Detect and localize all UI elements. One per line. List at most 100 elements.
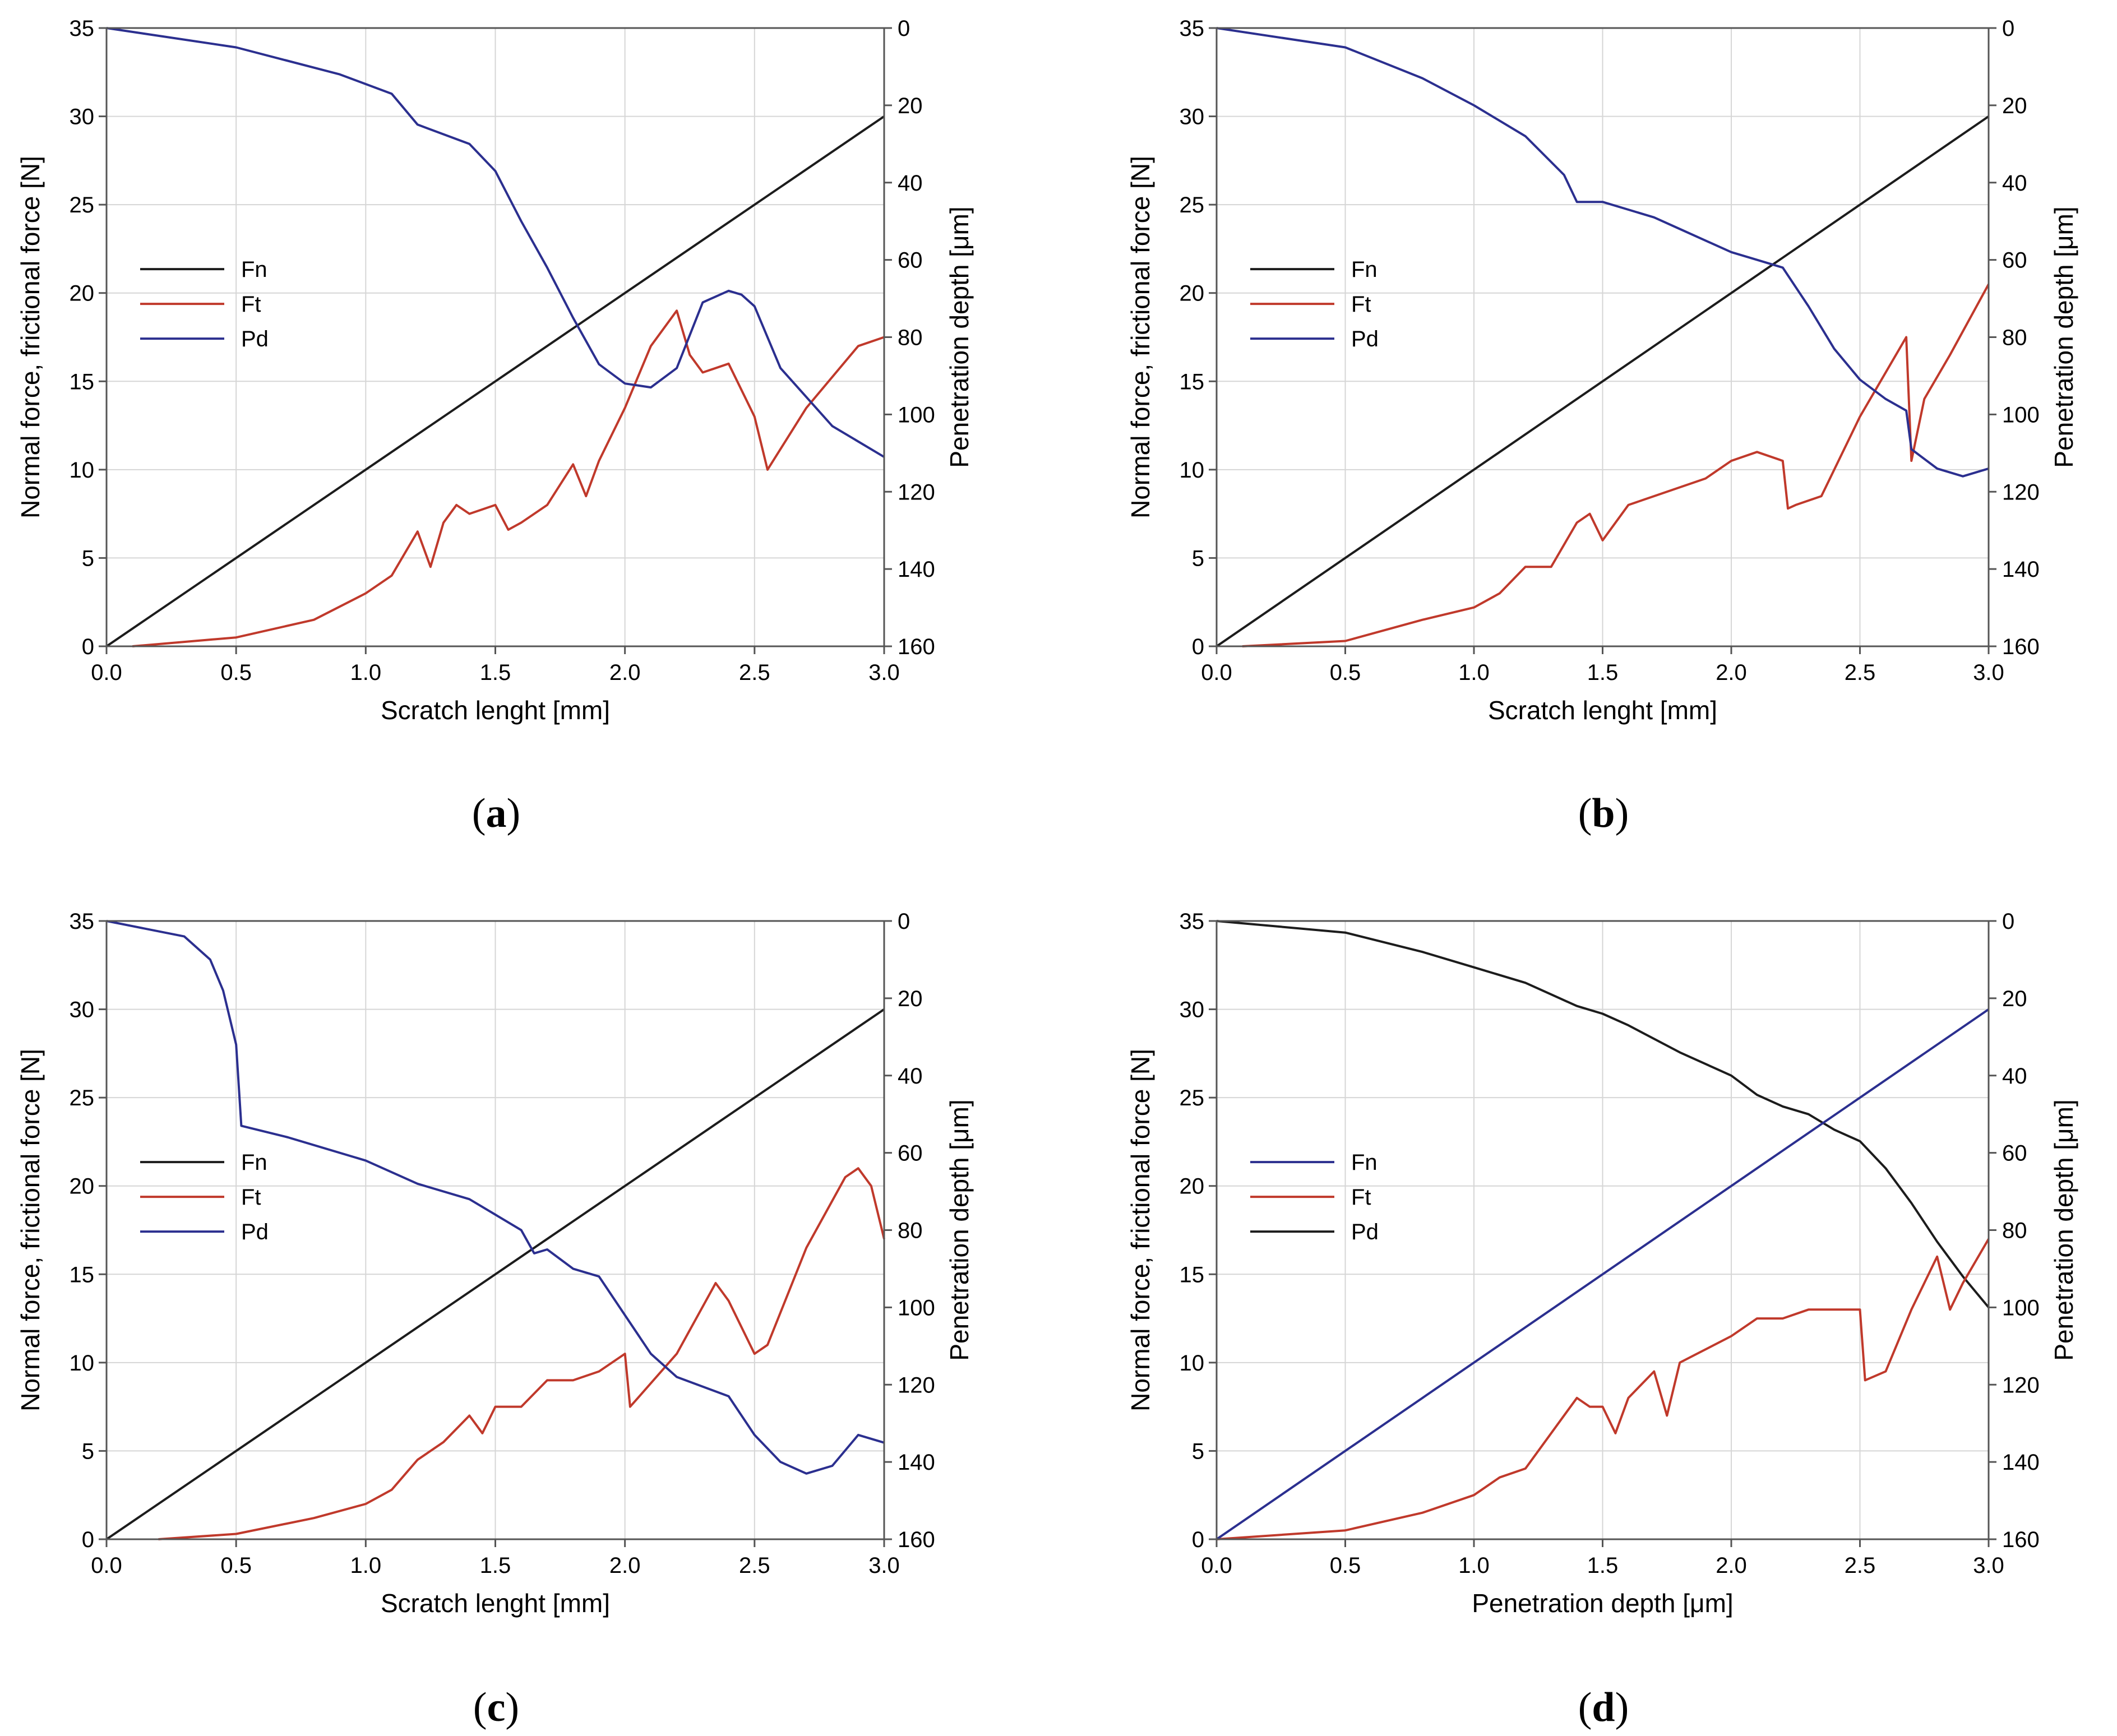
y2-tick-label: 40 [2002,1064,2027,1089]
legend-label-fn: Fn [241,1150,267,1175]
y2-tick-label: 0 [2002,16,2014,41]
chart-panel-a: 0.0 0.5 1.0 1.5 2.0 2.5 3.0 0 5 10 15 20 25 30 35 0 20 40… [16,16,974,836]
y-tick-label: 35 [1180,909,1205,934]
y-tick-label: 15 [70,1262,95,1287]
y-tick-label: 5 [82,546,94,571]
legend-label-ft: Ft [241,292,261,317]
x-tick-label: 0.5 [220,1553,252,1578]
x-axis-label: Penetration depth [μm] [1472,1589,1733,1618]
y-tick-label: 35 [1180,16,1205,41]
y-tick-label: 30 [1180,998,1205,1022]
caption-paren-open: ( [1578,790,1592,836]
caption-paren-open: ( [1578,1684,1592,1730]
series-line-pd [1216,27,1989,478]
legend-label-ft: Ft [1351,1185,1371,1210]
y2-tick-label: 120 [898,1373,935,1397]
y-tick-label: 25 [70,1086,95,1110]
x-tick-label: 2.5 [739,1553,770,1578]
y2-tick-label: 40 [898,1064,923,1089]
x-tick-label: 0.5 [220,660,252,685]
legend-label-fn: Fn [241,257,267,282]
y2-tick-label: 120 [898,480,935,504]
series-line-pd [106,920,885,1475]
legend-label-fn: Fn [1351,1150,1378,1175]
y2-tick-label: 20 [2002,987,2027,1011]
caption-paren-open: ( [472,790,486,836]
chart-panel-d: 0.0 0.5 1.0 1.5 2.0 2.5 3.0 0 5 10 15 20 25 30 35 0 20 40… [1126,909,2078,1730]
x-tick-label: 0.0 [91,660,122,685]
y-tick-label: 10 [70,1351,95,1376]
chart-panel-b: 0.0 0.5 1.0 1.5 2.0 2.5 3.0 0 5 10 15 20 25 30 35 0 20 40… [1126,16,2078,836]
panel-caption: (a) [472,790,520,836]
y-tick-label: 20 [70,281,95,306]
y-tick-label: 10 [1180,1351,1205,1376]
y2-tick-label: 140 [898,557,935,582]
x-tick-label: 0.5 [1330,1553,1361,1578]
y-tick-label: 35 [70,909,95,934]
x-tick-label: 0.0 [91,1553,122,1578]
x-tick-label: 1.0 [1458,660,1490,685]
series-line-fn [1215,115,1990,647]
y-tick-label: 20 [1180,1174,1205,1199]
y2-tick-label: 80 [2002,326,2027,350]
y2-tick-label: 80 [2002,1219,2027,1243]
y2-axis-label: Penetration depth [μm] [2049,1099,2078,1360]
x-tick-label: 2.0 [1716,1553,1747,1578]
x-tick-label: 0.0 [1201,660,1232,685]
x-axis-label: Scratch lenght [mm] [1488,696,1717,725]
panel-caption: (b) [1578,790,1629,836]
y-tick-label: 20 [70,1174,95,1199]
y2-tick-label: 0 [898,909,910,934]
y-tick-label: 15 [70,369,95,394]
x-tick-label: 1.0 [1458,1553,1490,1578]
y-tick-label: 10 [1180,458,1205,483]
y2-axis-label: Penetration depth [μm] [945,1099,974,1360]
y-tick-label: 15 [1180,369,1205,394]
y2-tick-label: 100 [2002,1295,2040,1320]
caption-letter: b [1592,790,1615,836]
x-tick-label: 2.5 [739,660,770,685]
y-tick-label: 5 [82,1439,94,1464]
y2-tick-label: 140 [2002,1450,2040,1475]
series-line-ft [158,1167,885,1540]
y2-tick-label: 60 [898,248,923,273]
y-axis-label: Normal force, frictional force [N] [16,156,45,519]
y-tick-label: 30 [70,998,95,1022]
caption-letter: a [486,790,507,836]
caption-paren-open: ( [473,1684,487,1730]
x-axis-label: Scratch lenght [mm] [381,696,610,725]
y-tick-label: 15 [1180,1262,1205,1287]
x-tick-label: 0.5 [1330,660,1361,685]
y2-tick-label: 140 [2002,557,2040,582]
y2-tick-label: 100 [2002,402,2040,427]
caption-paren-close: ) [505,1684,519,1730]
y-tick-label: 0 [82,635,94,659]
x-tick-label: 2.5 [1845,660,1876,685]
y-tick-label: 30 [70,105,95,129]
y2-tick-label: 140 [898,1450,935,1475]
x-tick-label: 3.0 [868,1553,900,1578]
legend-label-pd: Pd [1351,1220,1379,1244]
y2-tick-label: 20 [2002,94,2027,118]
y2-tick-label: 20 [898,987,923,1011]
y2-tick-label: 40 [898,171,923,196]
x-tick-label: 1.0 [350,1553,382,1578]
y2-tick-label: 20 [898,94,923,118]
series-line-pd [1216,920,1990,1308]
legend-label-pd: Pd [241,1220,269,1244]
legend-label-pd: Pd [1351,327,1379,351]
caption-paren-close: ) [1615,790,1629,836]
x-tick-label: 1.5 [1587,660,1619,685]
series-line-ft [1242,284,1990,647]
y-tick-label: 25 [70,193,95,217]
y2-tick-label: 160 [2002,1527,2040,1552]
y2-tick-label: 80 [898,326,923,350]
y2-tick-label: 120 [2002,1373,2040,1397]
y-tick-label: 25 [1180,193,1205,217]
y2-tick-label: 80 [898,1219,923,1243]
caption-paren-close: ) [1615,1684,1629,1730]
y-tick-label: 5 [1192,546,1204,571]
x-tick-label: 3.0 [868,660,900,685]
x-tick-label: 2.0 [609,660,641,685]
series-line-fn [1215,1008,1990,1540]
